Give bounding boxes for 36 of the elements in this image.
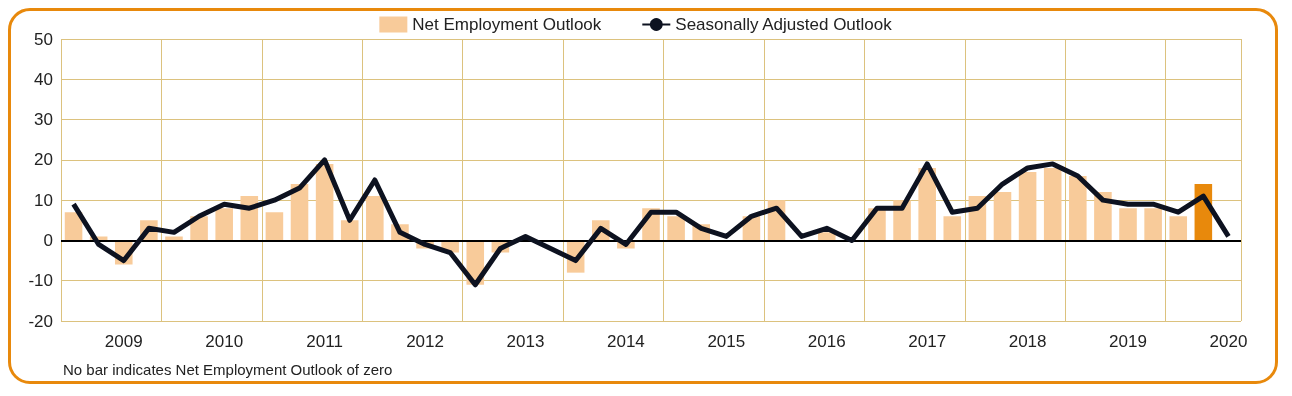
bar xyxy=(1119,208,1137,241)
bar xyxy=(667,216,685,241)
bar xyxy=(1018,171,1037,241)
x-tick-label: 2013 xyxy=(506,332,545,351)
y-tick-label: 10 xyxy=(34,190,53,210)
legend-label: Seasonally Adjusted Outlook xyxy=(675,15,893,34)
y-tick-label: -10 xyxy=(28,271,53,291)
bar xyxy=(366,196,384,241)
bar xyxy=(1169,216,1188,241)
y-tick-label: 30 xyxy=(34,110,53,130)
x-tick-label: 2018 xyxy=(1008,332,1047,351)
bar xyxy=(1069,175,1087,241)
x-tick-label: 2019 xyxy=(1109,332,1147,351)
text: No bar indicates Net Employment Outlook of zero xyxy=(63,361,393,378)
bar xyxy=(265,212,284,241)
y-tick-label: -20 xyxy=(28,311,53,331)
legend-label: Net Employment Outlook xyxy=(412,15,602,34)
y-tick-label: 0 xyxy=(43,230,53,250)
bar xyxy=(993,192,1012,241)
y-tick-label: 40 xyxy=(34,69,53,89)
y-tick-label: 50 xyxy=(34,29,53,49)
bar xyxy=(1144,208,1162,241)
bar xyxy=(943,216,962,241)
x-tick-label: 2016 xyxy=(807,332,846,351)
x-tick-label: 2015 xyxy=(707,332,746,351)
x-tick-label: 2011 xyxy=(306,332,343,351)
bar xyxy=(215,208,233,241)
x-tick-label: 2012 xyxy=(406,332,444,351)
x-tick-label: 2017 xyxy=(908,332,947,351)
bar xyxy=(340,220,359,241)
x-tick-label: 2009 xyxy=(104,332,143,351)
x-tick-label: 2020 xyxy=(1209,332,1248,351)
bar xyxy=(1043,167,1062,241)
y-tick-label: 20 xyxy=(34,150,53,170)
x-tick-label: 2010 xyxy=(205,332,244,351)
x-tick-label: 2014 xyxy=(606,332,645,351)
